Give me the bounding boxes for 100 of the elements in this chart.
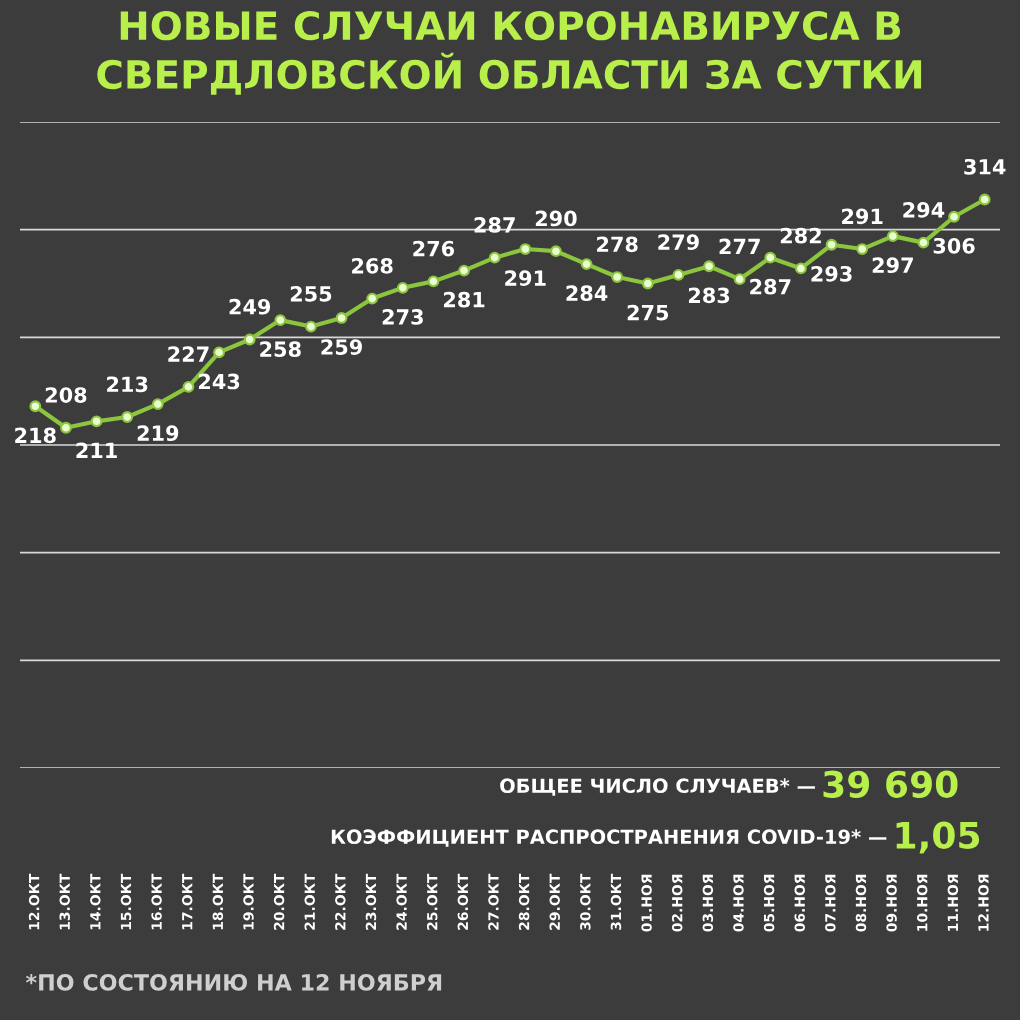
point — [917, 236, 930, 249]
x-tick-label: 29.ОКТ — [549, 873, 560, 930]
data-label: 258 — [260, 341, 301, 358]
point — [948, 210, 960, 223]
point — [90, 415, 103, 428]
data-label: 243 — [198, 373, 240, 390]
data-label: 279 — [658, 234, 699, 251]
data-label: 287 — [750, 278, 791, 295]
data-label: 284 — [566, 285, 608, 302]
x-tick-label: 01.НОЯ — [641, 874, 652, 932]
x-tick-label: 20.ОКТ — [273, 873, 285, 930]
x-tick-label: 03.НОЯ — [702, 874, 714, 932]
data-label: 208 — [45, 387, 87, 403]
x-tick-label: 13.ОКТ — [59, 873, 70, 930]
x-tick-label: 10.НОЯ — [916, 874, 928, 931]
point — [519, 243, 532, 255]
point — [60, 421, 72, 434]
x-tick-label: 16.ОКТ — [151, 873, 162, 930]
point — [764, 251, 777, 264]
x-tick-label: 17.ОКТ — [181, 873, 193, 930]
data-label: 282 — [780, 227, 821, 244]
data-label: 314 — [964, 158, 1006, 175]
data-label: 281 — [443, 291, 485, 308]
data-label: 306 — [933, 237, 975, 254]
text: КОЭФФИЦИЕНТ РАСПРОСТРАНЕНИЯ COVID-19* — — [331, 829, 887, 847]
x-tick-label: 26.ОКТ — [457, 873, 469, 930]
x-tick-label: 07.НОЯ — [825, 874, 836, 932]
point — [611, 271, 624, 283]
point — [335, 312, 348, 324]
x-tick-label: 09.НОЯ — [886, 874, 897, 932]
point — [825, 238, 838, 251]
point — [243, 333, 256, 346]
data-label: 219 — [137, 425, 179, 442]
point — [580, 258, 593, 271]
data-label: 227 — [168, 346, 209, 362]
point — [641, 277, 654, 290]
text: *ПО СОСТОЯНИЮ НА 12 НОЯБРЯ — [25, 973, 442, 991]
data-label: 275 — [627, 304, 669, 321]
x-tick-label: 25.ОКТ — [426, 873, 438, 930]
data-label: 291 — [505, 270, 546, 287]
x-tick-label: 21.ОКТ — [304, 873, 315, 930]
x-tick-label: 31.ОКТ — [610, 873, 622, 930]
point — [305, 320, 317, 333]
point — [733, 273, 746, 286]
point — [396, 281, 409, 294]
point — [458, 264, 470, 277]
x-tick-label: 27.ОКТ — [488, 873, 499, 930]
text: 1,05 — [896, 821, 980, 854]
x-tick-label: 04.НОЯ — [733, 874, 744, 932]
point — [121, 411, 134, 423]
point — [151, 398, 164, 410]
data-label: 211 — [76, 442, 117, 458]
x-tick-label: 08.НОЯ — [855, 874, 867, 932]
point — [427, 275, 440, 288]
data-label: 283 — [688, 287, 730, 304]
point — [182, 380, 195, 393]
x-tick-label: 30.ОКТ — [580, 873, 591, 930]
point — [213, 346, 225, 359]
data-label: 277 — [719, 238, 760, 255]
point — [856, 243, 869, 255]
x-tick-label: 02.НОЯ — [671, 874, 683, 932]
x-tick-label: 12.ОКТ — [28, 873, 40, 930]
point — [550, 245, 562, 258]
data-label: 213 — [107, 376, 148, 393]
data-label: 255 — [290, 285, 332, 302]
data-label: 273 — [382, 309, 423, 325]
x-tick-label: 06.НОЯ — [794, 874, 805, 932]
data-label: 294 — [903, 201, 945, 218]
x-tick-label: 24.ОКТ — [396, 873, 407, 930]
point — [886, 230, 899, 243]
point — [366, 292, 379, 305]
x-tick-label: 11.НОЯ — [947, 874, 959, 931]
x-tick-label: 19.ОКТ — [243, 873, 254, 930]
data-label: 218 — [15, 427, 56, 444]
x-tick-label: 12.НОЯ — [978, 874, 989, 931]
x-tick-label: 15.ОКТ — [120, 873, 132, 930]
data-label: 293 — [811, 265, 852, 282]
data-label: 291 — [842, 208, 883, 225]
x-tick-label: 28.ОКТ — [518, 873, 530, 930]
text: ОБЩЕЕ ЧИСЛО СЛУЧАЕВ* — — [500, 778, 815, 796]
x-tick-label: 18.ОКТ — [212, 873, 224, 930]
text: 39 690 — [823, 770, 958, 798]
data-label: 297 — [872, 257, 913, 274]
point — [795, 262, 807, 275]
point — [488, 251, 501, 264]
point — [672, 268, 685, 281]
chart-title: НОВЫЕ СЛУЧАИ КОРОНАВИРУСА В СВЕРДЛОВСКОЙ ОБЛАСТИ ЗА СУТКИ — [97, 10, 922, 95]
x-tick-label: 22.ОКТ — [335, 873, 346, 930]
x-tick-label: 14.ОКТ — [90, 873, 101, 930]
point — [29, 400, 42, 413]
data-label: 249 — [229, 298, 271, 315]
data-label: 276 — [413, 240, 455, 257]
point — [703, 260, 715, 273]
point — [978, 193, 991, 206]
data-label: 268 — [352, 257, 393, 274]
point — [274, 314, 287, 327]
data-label: 278 — [597, 236, 638, 253]
x-tick-label: 05.НОЯ — [763, 874, 775, 932]
data-label: 290 — [535, 210, 577, 227]
x-tick-label: 23.ОКТ — [365, 873, 377, 930]
